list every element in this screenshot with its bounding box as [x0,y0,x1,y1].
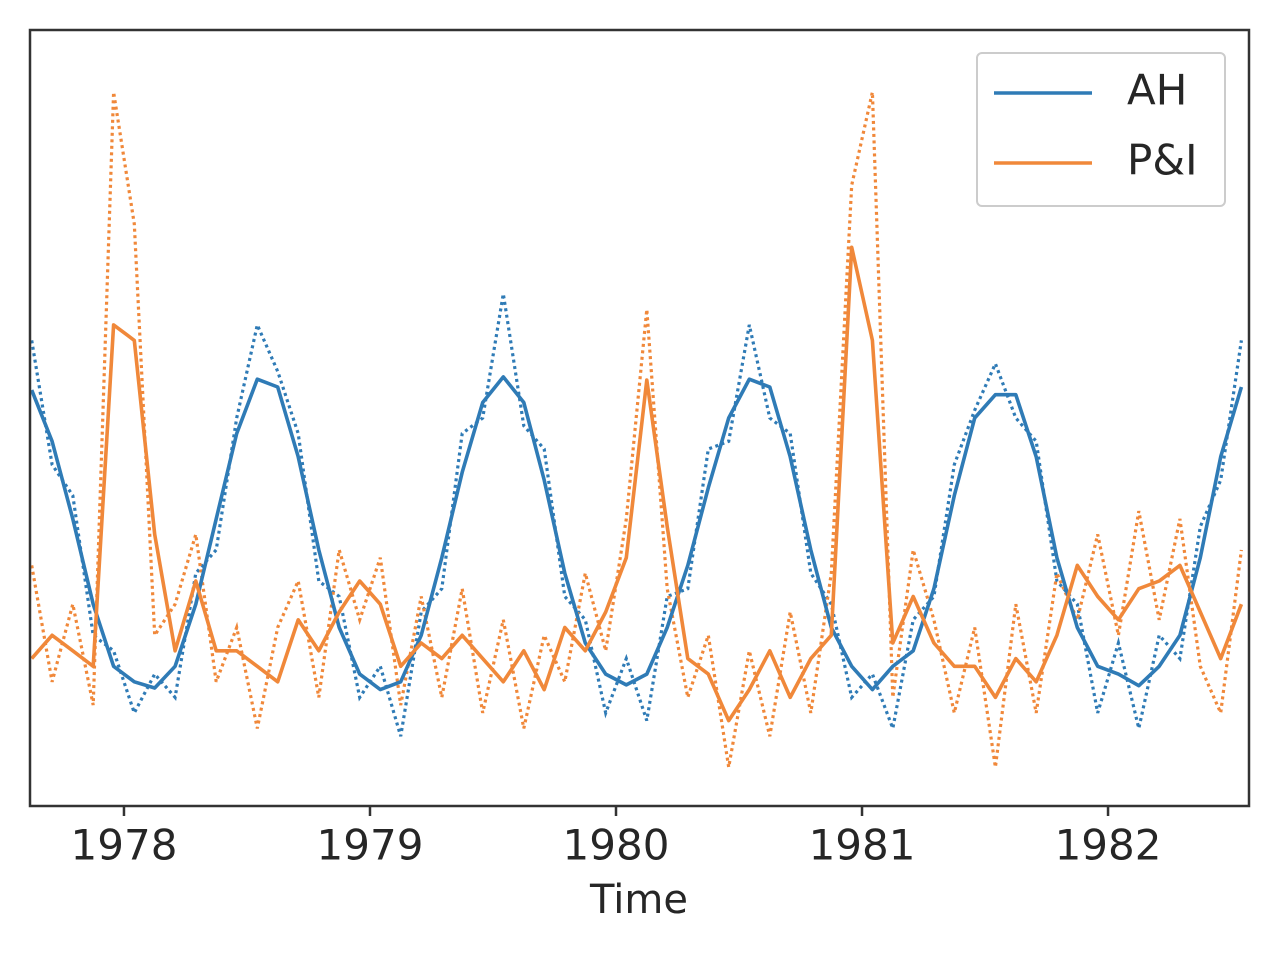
x-tick-label: 1980 [563,821,670,870]
x-tick-label: 1979 [317,821,424,870]
smooth-line [30,245,1244,723]
x-tick-label: 1978 [71,821,178,870]
x-tick-label: 1982 [1055,821,1162,870]
smooth-line [30,375,1244,692]
axes-frame [28,28,1251,808]
plot-area [30,91,1244,768]
legend-label: AH [1127,66,1187,115]
raw-line [30,293,1243,737]
legend-label: P&I [1127,136,1197,185]
x-tick-label: 1981 [809,821,916,870]
x-axis-label: Time [589,877,688,923]
